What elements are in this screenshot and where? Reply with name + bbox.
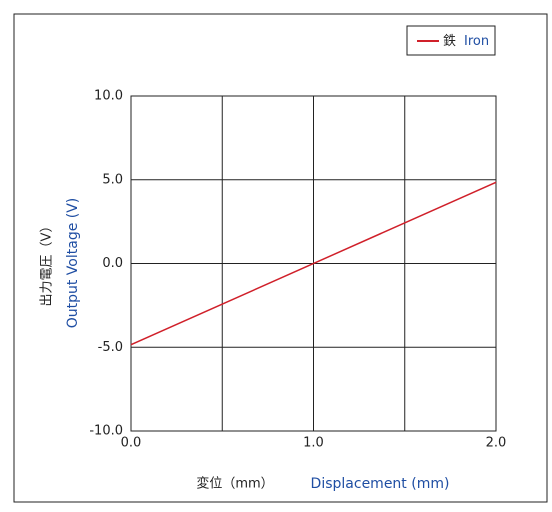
y-tick-label: -10.0 [89,424,123,439]
series-line [130,181,497,346]
y-tick-label: 10.0 [94,89,123,104]
legend-label: 鉄 Iron [443,34,489,49]
plot-border [130,95,497,432]
y-tick-label: 5.0 [102,172,123,187]
x-tick-label: 1.0 [303,436,324,451]
x-tick-label: 0.0 [121,436,142,451]
y-tick-label: 0.0 [102,256,123,271]
x-label-ja: 変位（mm） [196,476,273,492]
y-label-ja: 出力電圧（V） [40,220,55,307]
y-label-en: Output Voltage (V) [65,198,81,329]
x-label-en: Displacement (mm) [311,476,450,492]
frame [13,13,548,503]
legend-label-part: Iron [464,34,489,49]
legend-box [406,25,496,56]
legend-label-part: 鉄 [443,34,456,49]
x-tick-label: 2.0 [486,436,507,451]
y-tick-label: -5.0 [98,340,123,355]
